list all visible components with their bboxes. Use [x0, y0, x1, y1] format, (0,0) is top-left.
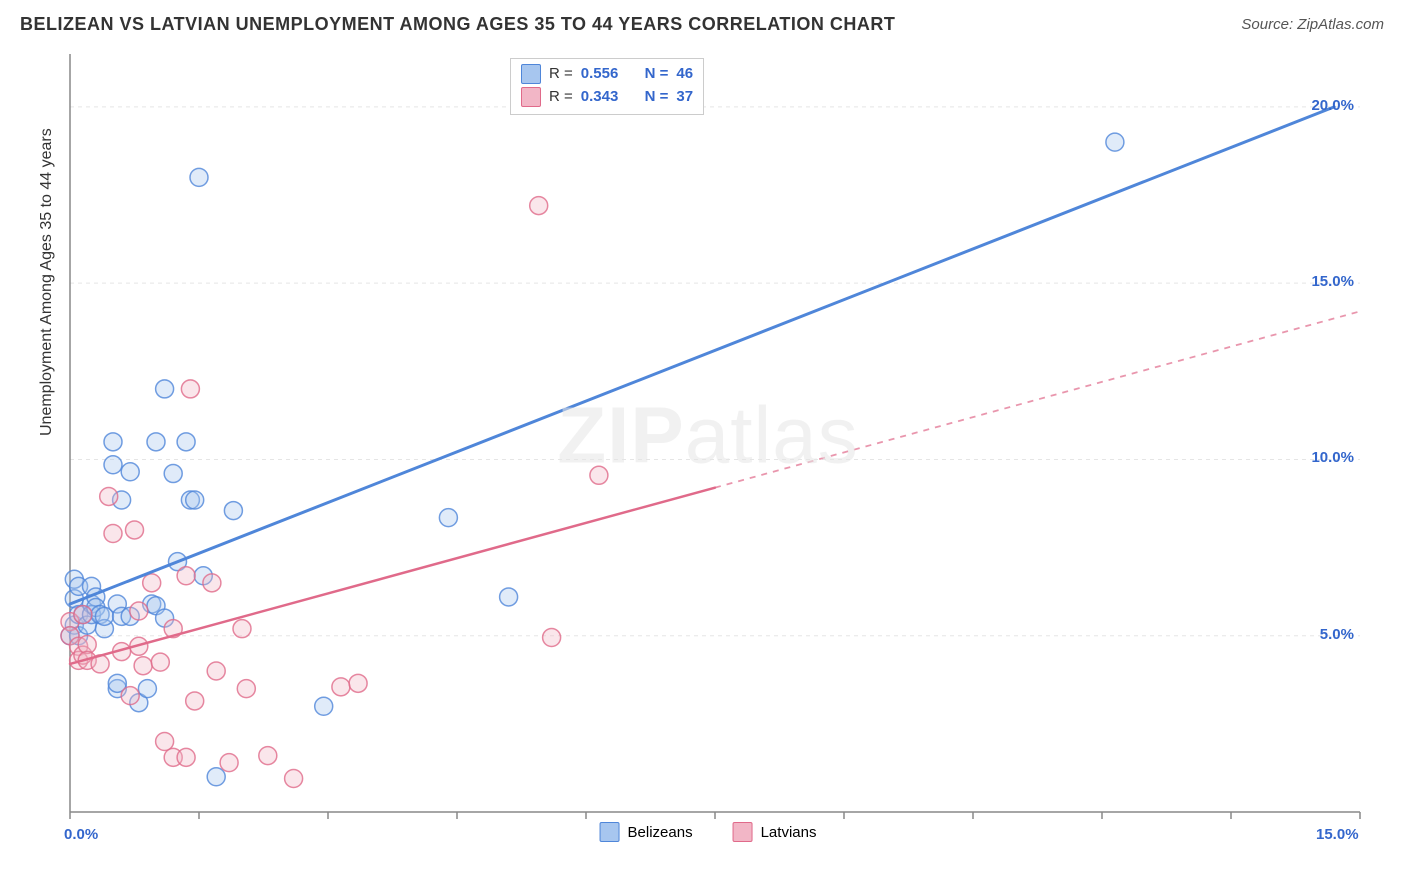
y-axis-value: 20.0%	[1311, 97, 1354, 114]
x-axis-value: 15.0%	[1316, 826, 1359, 843]
legend-swatch	[733, 822, 753, 842]
y-axis-value: 15.0%	[1311, 273, 1354, 290]
plot-container: Unemployment Among Ages 35 to 44 years Z…	[48, 46, 1368, 834]
scatter-chart	[48, 46, 1368, 834]
legend-swatch	[521, 87, 541, 107]
y-axis-label: Unemployment Among Ages 35 to 44 years	[38, 128, 56, 436]
legend-swatch	[521, 64, 541, 84]
legend-swatch	[600, 822, 620, 842]
stats-legend-row: R = 0.343 N = 37	[521, 86, 693, 109]
stats-legend: R = 0.556 N = 46R = 0.343 N = 37	[510, 58, 704, 115]
stats-legend-row: R = 0.556 N = 46	[521, 63, 693, 86]
legend-item: Latvians	[733, 822, 817, 842]
y-axis-value: 5.0%	[1320, 626, 1354, 643]
series-legend: Belizeans Latvians	[600, 822, 817, 842]
x-axis-value: 0.0%	[64, 826, 98, 843]
legend-item: Belizeans	[600, 822, 693, 842]
source-attribution: Source: ZipAtlas.com	[1241, 16, 1384, 33]
y-axis-value: 10.0%	[1311, 449, 1354, 466]
chart-title: BELIZEAN VS LATVIAN UNEMPLOYMENT AMONG A…	[20, 14, 895, 35]
